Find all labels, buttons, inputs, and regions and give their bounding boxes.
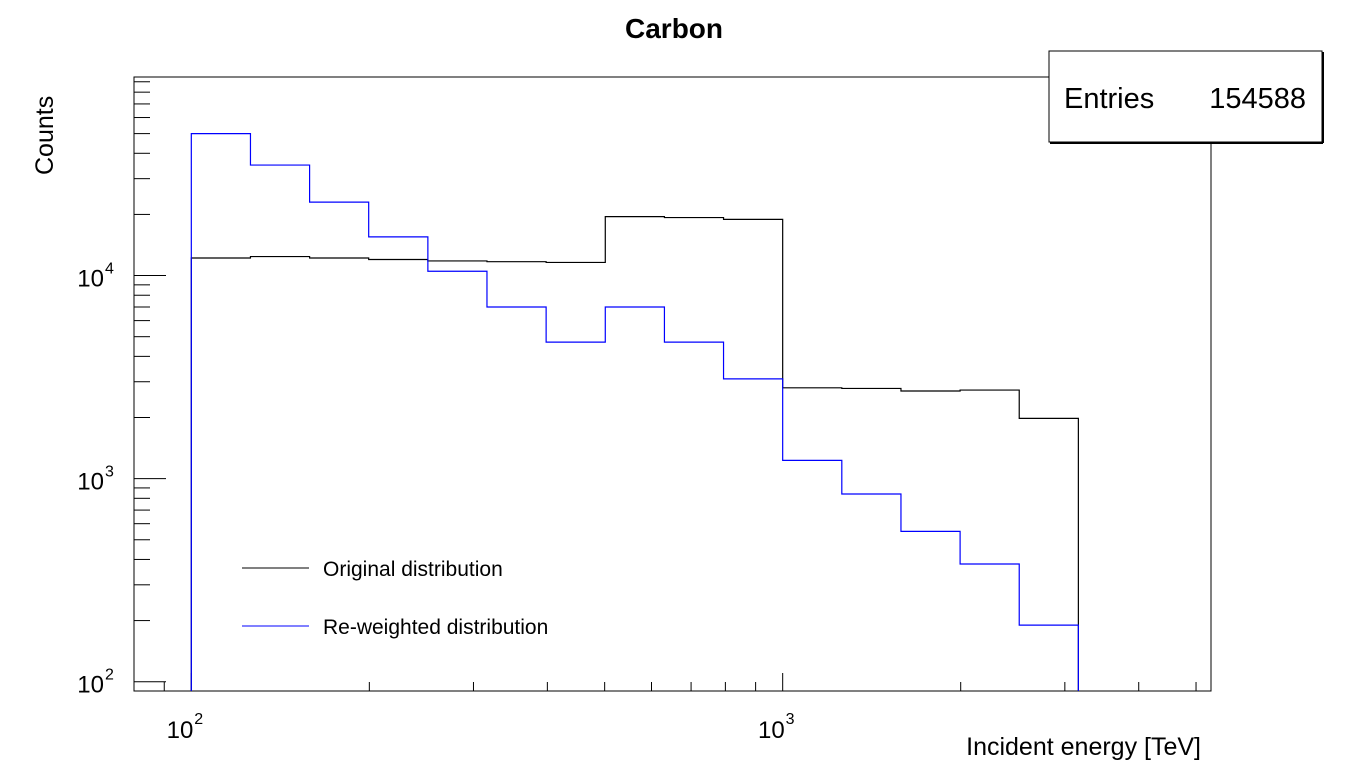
x-axis-label: Incident energy [TeV] (966, 733, 1201, 761)
chart-title: Carbon (625, 13, 723, 44)
x-tick-label: 10 (758, 717, 785, 744)
series-original-histogram (190, 216, 1079, 691)
y-tick-label: 10 (77, 672, 104, 699)
legend: Original distribution Re-weighted distri… (242, 558, 548, 639)
legend-label-reweighted: Re-weighted distribution (323, 616, 548, 639)
stats-box: Entries 154588 (1048, 50, 1324, 144)
y-tick-label-exponent: 3 (105, 464, 114, 481)
y-tick-label: 10 (77, 266, 104, 293)
stats-value: 154588 (1209, 83, 1306, 115)
series-reweighted-histogram (190, 133, 1079, 691)
x-axis-ticks (133, 673, 1197, 691)
plot-frame (133, 76, 1212, 692)
stats-label: Entries (1064, 83, 1154, 115)
x-tick-label-exponent: 3 (786, 711, 795, 728)
y-axis-ticks (134, 81, 166, 683)
x-tick-labels: 10 2 10 3 (167, 711, 795, 744)
legend-label-original: Original distribution (323, 558, 503, 581)
x-tick-label: 10 (167, 717, 194, 744)
series-layer (190, 133, 1079, 691)
y-tick-label-exponent: 2 (105, 667, 114, 684)
y-axis-label: Counts (31, 96, 59, 175)
y-tick-label-exponent: 4 (105, 261, 114, 278)
x-tick-label-exponent: 2 (194, 711, 203, 728)
y-tick-label: 10 (77, 469, 104, 496)
